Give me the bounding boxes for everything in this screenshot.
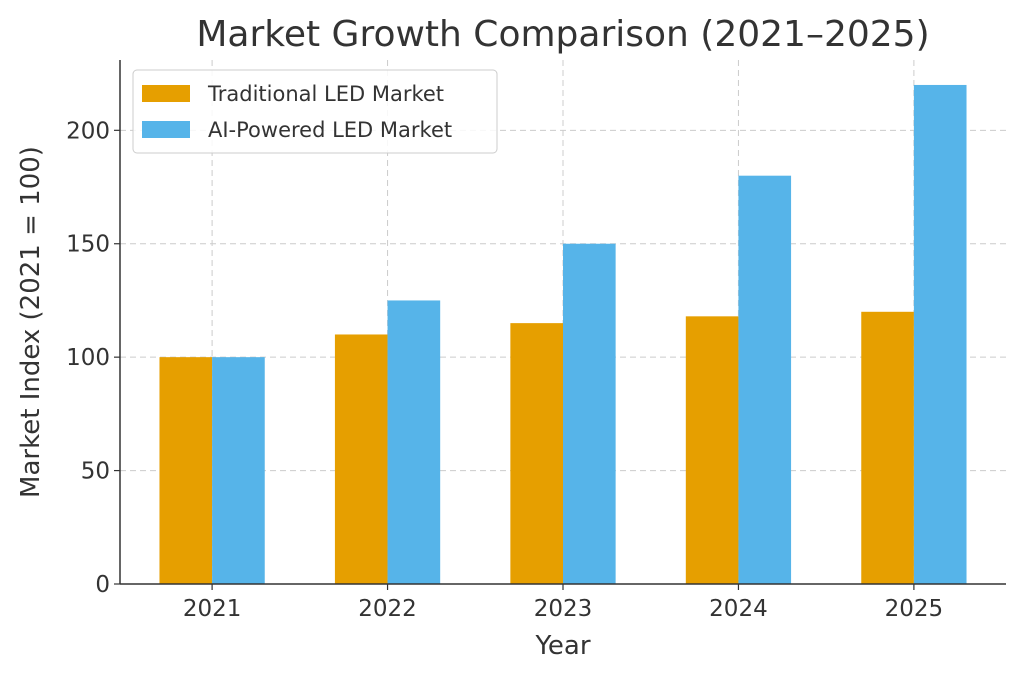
y-axis-label: Market Index (2021 = 100) bbox=[16, 146, 46, 498]
bar-ai-2023 bbox=[563, 243, 616, 584]
legend-box bbox=[132, 69, 498, 154]
x-tick-label: 2025 bbox=[885, 596, 944, 622]
y-tick-label: 0 bbox=[95, 572, 110, 598]
y-tick-label: 50 bbox=[81, 459, 110, 485]
bar-traditional-2022 bbox=[334, 334, 388, 584]
x-tick-label: 2021 bbox=[183, 596, 242, 622]
legend-label-ai: AI-Powered LED Market bbox=[208, 118, 452, 142]
legend-swatch-ai bbox=[142, 121, 190, 138]
x-axis-label: Year bbox=[534, 631, 590, 661]
x-ticks: 2021 2022 2023 2024 2025 bbox=[183, 584, 943, 622]
bar-traditional-2023 bbox=[510, 323, 563, 584]
x-tick-label: 2022 bbox=[358, 596, 417, 622]
bars bbox=[159, 84, 967, 585]
y-tick-label: 100 bbox=[66, 345, 110, 371]
bar-ai-2024 bbox=[738, 175, 792, 585]
bar-ai-2025 bbox=[913, 84, 967, 584]
bar-traditional-2021 bbox=[159, 357, 213, 584]
bar-ai-2022 bbox=[387, 300, 441, 584]
bar-ai-2021 bbox=[212, 357, 265, 584]
bar-traditional-2025 bbox=[861, 311, 914, 584]
legend-label-traditional: Traditional LED Market bbox=[207, 82, 444, 106]
y-ticks: 0 50 100 150 200 bbox=[66, 118, 120, 598]
bar-traditional-2024 bbox=[685, 316, 739, 584]
legend: Traditional LED Market AI-Powered LED Ma… bbox=[132, 69, 498, 154]
chart-title: Market Growth Comparison (2021–2025) bbox=[196, 14, 929, 55]
y-tick-label: 200 bbox=[66, 118, 110, 144]
y-tick-label: 150 bbox=[66, 232, 110, 258]
legend-swatch-traditional bbox=[142, 85, 190, 102]
x-tick-label: 2024 bbox=[709, 596, 768, 622]
x-tick-label: 2023 bbox=[534, 596, 593, 622]
